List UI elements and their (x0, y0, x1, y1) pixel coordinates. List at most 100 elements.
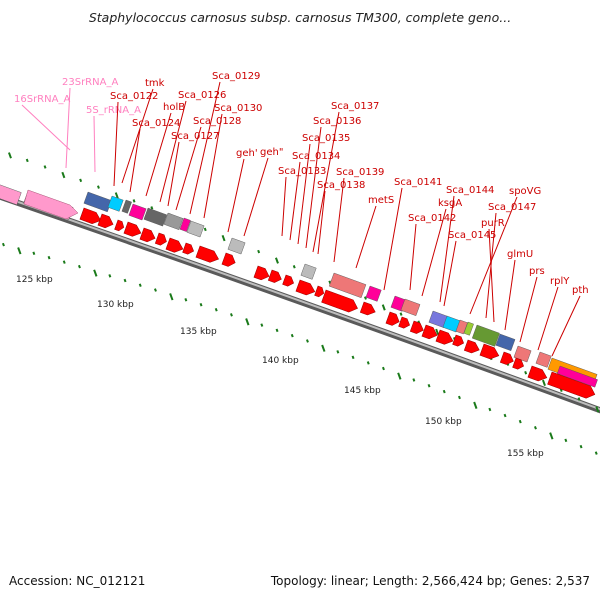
gene-arrow (267, 269, 282, 283)
gene-label: Sca_0133 (278, 166, 326, 177)
scale-tick (275, 328, 279, 333)
gene-label-leader (113, 101, 119, 187)
scale-tick (47, 255, 51, 260)
feature-box (83, 191, 112, 213)
tick-mark-upper (97, 185, 100, 189)
scale-tick (488, 407, 492, 412)
gene-label-leader (203, 113, 223, 219)
feature-box (557, 365, 598, 388)
gene-arrow (499, 351, 514, 365)
gene-arrow (139, 227, 156, 243)
gene-label: Sca_0145 (448, 230, 496, 241)
gene-label-leader (317, 190, 326, 255)
gene-label-leader (355, 205, 377, 269)
scale-tick (351, 355, 355, 360)
feature-box (163, 212, 184, 231)
scale-label: 140 kbp (262, 356, 299, 366)
scale-tick (397, 372, 402, 380)
tick-mark-upper (114, 192, 119, 199)
scale-tick (473, 401, 478, 409)
tick-mark-upper (150, 206, 154, 210)
gene-label-leader (312, 111, 340, 253)
gene-arrow (421, 324, 438, 340)
gene-label: Sca_0135 (302, 133, 350, 144)
gene-label-leader (409, 223, 417, 291)
map-title: Staphylococcus carnosus subsp. carnosus … (88, 10, 512, 25)
feature-box (471, 324, 500, 347)
gene-label-leader (519, 276, 538, 343)
scale-tick (579, 444, 583, 449)
gene-arrow (221, 252, 236, 267)
gene-label-leader (189, 81, 221, 215)
scale-tick (123, 278, 127, 283)
scale-tick (306, 339, 309, 343)
gene-label-leader (227, 158, 245, 233)
gene-label: pth (572, 285, 589, 296)
topology-label: Topology: linear; Length: 2,566,424 bp; … (270, 574, 590, 588)
scale-label: 130 kbp (97, 300, 134, 310)
gene-arrow (452, 334, 465, 347)
scale-label: 155 kbp (507, 449, 544, 459)
scale-tick (184, 298, 188, 302)
feature-box (300, 263, 317, 280)
gene-label-leader (297, 143, 311, 245)
gene-label-leader (93, 115, 96, 173)
gene-arrow (512, 357, 525, 370)
gene-arrow (195, 245, 219, 263)
gene-label-leader (469, 196, 518, 315)
tick-mark-upper (524, 371, 528, 375)
gene-label: glmU (507, 249, 533, 260)
scale-tick (427, 383, 431, 388)
gene-label-leader (333, 177, 345, 263)
gene-arrow (385, 311, 400, 326)
scale-tick (564, 438, 568, 443)
gene-label: Sca_0139 (336, 167, 384, 178)
gene-label: Sca_0129 (212, 71, 260, 82)
gene-label-leader (129, 128, 141, 193)
scale-tick (442, 389, 446, 394)
feature-box (0, 182, 22, 206)
tick-mark-upper (577, 397, 581, 401)
gene-label: Sca_0126 (178, 90, 226, 101)
scale-tick (32, 251, 36, 256)
tick-mark-upper (203, 227, 207, 232)
tick-mark-upper (274, 257, 279, 264)
scale-tick (62, 260, 66, 264)
tick-mark-upper (25, 158, 29, 163)
gene-arrow (435, 329, 454, 345)
tick-mark-upper (292, 265, 296, 269)
tick-mark-upper (132, 199, 136, 203)
scale-tick (245, 318, 250, 326)
gene-label-leader (281, 176, 287, 237)
gene-label: tmk (145, 78, 165, 89)
gene-label-leader (65, 87, 71, 169)
scale-tick (78, 264, 81, 269)
feature-box (121, 199, 132, 214)
scale-tick (518, 419, 522, 424)
gene-arrow (359, 301, 376, 316)
scale-label: 125 kbp (16, 275, 53, 285)
scale-tick (199, 302, 203, 307)
scale-tick (366, 361, 370, 365)
gene-arrow (165, 237, 184, 253)
gene-label-leader (439, 195, 455, 303)
gene-label: Sca_0141 (394, 177, 442, 188)
gene-arrow (154, 232, 167, 246)
scale-tick (412, 378, 416, 382)
gene-label-leader (175, 126, 202, 211)
gene-label: spoVG (509, 186, 541, 197)
gene-label: prs (529, 266, 545, 277)
gene-label: geh' (236, 148, 258, 159)
gene-arrow (253, 265, 270, 281)
gene-label: ksgA (438, 198, 462, 209)
gene-arrow (295, 279, 316, 296)
gene-label: geh" (260, 147, 283, 158)
gene-arrow (314, 285, 325, 298)
feature-box (463, 321, 474, 336)
scale-tick (594, 451, 598, 455)
gene-arrow (398, 316, 411, 329)
scale-label: 145 kbp (344, 386, 381, 396)
gene-label-leader (383, 187, 403, 291)
feature-box (227, 237, 246, 255)
tick-mark-upper (221, 234, 226, 242)
